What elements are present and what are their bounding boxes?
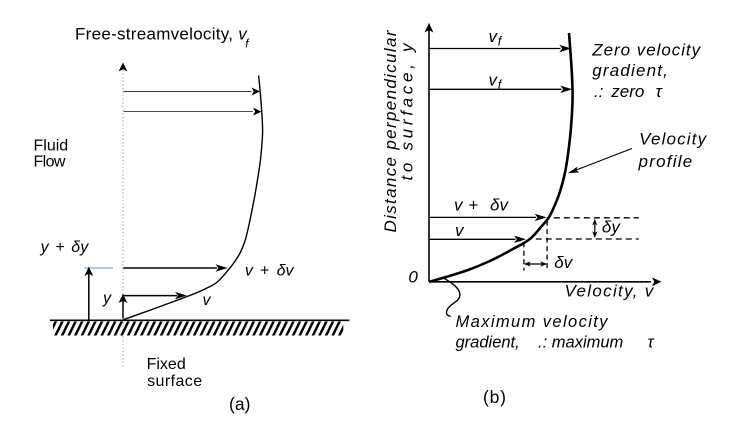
svg-text:to surface, y: to surface, y [398,42,417,181]
svg-text:v: v [489,71,499,90]
svg-text:Flow: Flow [34,153,66,170]
svg-text:Zero velocity: Zero velocity [591,41,701,60]
svg-text:Velocity, v: Velocity, v [565,282,655,301]
svg-text:Distance perpendicular: Distance perpendicular [381,29,400,232]
svg-text:surface: surface [147,373,202,390]
svg-text:Fluid: Fluid [34,138,69,155]
svg-text:Velocity: Velocity [639,130,708,149]
svg-text:v: v [489,27,499,46]
svg-text:y: y [102,290,112,307]
svg-text:(a): (a) [229,394,251,414]
svg-text:(b): (b) [483,387,506,407]
svg-text:Fixed: Fixed [147,356,186,373]
svg-text:profile: profile [638,152,693,171]
svg-text:v: v [455,221,465,240]
svg-text:v: v [238,25,248,44]
svg-text:gradient,: gradient, [592,61,668,80]
svg-text:Free-streamvelocity,: Free-streamvelocity, [75,25,233,44]
svg-text:y+δy: y + δy [40,239,90,256]
svg-text:δv: δv [554,253,573,272]
svg-text:Maximum velocity: Maximum velocity [456,313,610,331]
svg-text:f: f [245,37,250,51]
svg-text:f: f [498,34,503,48]
svg-text:v: v [203,292,212,309]
svg-text:v+δv: v + δv [454,196,509,215]
svg-text:f: f [498,78,503,92]
svg-text:v+δv: v + δv [245,262,295,279]
svg-text:0: 0 [408,267,418,286]
svg-text:δy: δy [602,218,621,237]
